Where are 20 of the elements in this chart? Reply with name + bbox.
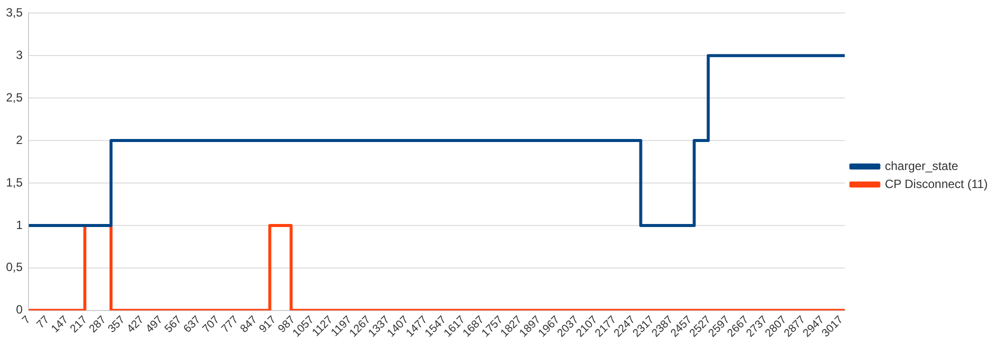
y-tick-label: 1,5: [6, 175, 23, 190]
legend-label: charger_state: [884, 158, 959, 173]
legend-label: CP Disconnect (11): [884, 176, 988, 191]
y-tick-label: 0: [16, 302, 23, 317]
x-tick-label: 847: [238, 314, 260, 336]
y-tick-label: 0,5: [6, 260, 23, 274]
x-tick-label: 567: [162, 314, 184, 336]
x-tick-label: 427: [124, 314, 146, 336]
x-tick-label: 77: [34, 314, 52, 331]
x-tick-label: 147: [49, 314, 71, 336]
y-tick-label: 2,5: [6, 90, 23, 104]
x-tick-label: 917: [257, 314, 279, 336]
x-tick-label: 497: [144, 314, 166, 336]
x-tick-label: 777: [219, 314, 241, 336]
y-tick-label: 2: [16, 132, 23, 147]
x-tick-label: 217: [68, 314, 90, 336]
y-tick-label: 1: [16, 218, 23, 232]
y-tick-label: 3,5: [6, 6, 23, 20]
x-tick-label: 7: [20, 314, 33, 327]
y-tick-label: 3: [16, 48, 23, 62]
